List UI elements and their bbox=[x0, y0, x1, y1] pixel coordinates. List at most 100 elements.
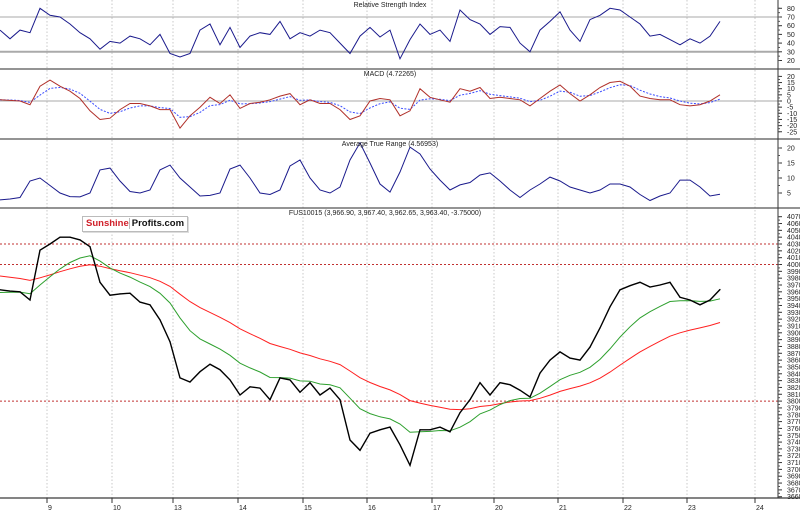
fast-moving-average-line bbox=[0, 255, 721, 433]
date-label: 16 bbox=[368, 505, 376, 512]
price-point bbox=[669, 281, 671, 283]
price-point bbox=[479, 382, 481, 384]
date-label: 21 bbox=[559, 505, 567, 512]
date-label: 14 bbox=[239, 505, 247, 512]
price-y-tick-label: 3870 bbox=[787, 351, 800, 358]
macd-y-tick-label: 15 bbox=[787, 80, 795, 87]
price-y-tick-label: 3930 bbox=[787, 310, 800, 317]
macd-signal-line bbox=[0, 84, 721, 118]
price-point bbox=[649, 286, 651, 288]
price-point bbox=[439, 426, 441, 428]
macd-title: MACD (4.72265) bbox=[364, 71, 417, 78]
macd-y-tick-label: -10 bbox=[787, 111, 797, 118]
price-y-tick-label: 3830 bbox=[787, 378, 800, 385]
price-point bbox=[49, 243, 51, 245]
price-line bbox=[0, 236, 721, 468]
price-y-tick-label: 3780 bbox=[787, 412, 800, 419]
price-y-tick-label: 3800 bbox=[787, 399, 800, 406]
price-y-tick-label: 3660 bbox=[787, 494, 800, 501]
price-y-tick-label: 3910 bbox=[787, 323, 800, 330]
price-point bbox=[539, 372, 541, 374]
price-point bbox=[19, 291, 21, 293]
price-point bbox=[589, 346, 591, 348]
price-point bbox=[239, 394, 241, 396]
price-y-tick-label: 3670 bbox=[787, 487, 800, 494]
price-point bbox=[39, 249, 41, 251]
date-label: 17 bbox=[433, 505, 441, 512]
price-point bbox=[499, 382, 501, 384]
rsi-y-tick-label: 50 bbox=[787, 32, 795, 39]
date-label: 15 bbox=[304, 505, 312, 512]
price-point bbox=[0, 289, 1, 291]
price-point bbox=[229, 379, 231, 381]
price-point bbox=[9, 290, 11, 292]
price-point bbox=[379, 429, 381, 431]
price-point bbox=[449, 431, 451, 433]
price-point bbox=[569, 357, 571, 359]
price-point bbox=[719, 288, 721, 291]
price-point bbox=[119, 293, 121, 295]
price-y-tick-label: 3690 bbox=[787, 474, 800, 481]
price-point bbox=[659, 284, 661, 286]
logo-part-2: Profits.com bbox=[128, 218, 185, 229]
price-point bbox=[509, 384, 511, 386]
macd-y-tick-label: 0 bbox=[787, 99, 791, 106]
price-y-tick-label: 3710 bbox=[787, 460, 800, 467]
rsi-y-tick-label: 80 bbox=[787, 6, 795, 13]
price-point bbox=[289, 379, 291, 381]
atr-y-tick-label: 20 bbox=[787, 146, 795, 153]
price-y-tick-label: 3750 bbox=[787, 433, 800, 440]
rsi-y-tick-label: 70 bbox=[787, 15, 795, 22]
price-point bbox=[189, 381, 191, 383]
macd-y-tick-label: 20 bbox=[787, 74, 795, 81]
price-point bbox=[319, 394, 321, 396]
price-point bbox=[489, 394, 491, 396]
price-point bbox=[129, 292, 131, 294]
price-point bbox=[69, 236, 71, 238]
rsi-y-tick-label: 20 bbox=[787, 58, 795, 65]
atr-y-tick-label: 5 bbox=[787, 191, 791, 198]
atr-line bbox=[0, 141, 721, 202]
price-y-tick-label: 4000 bbox=[787, 262, 800, 269]
price-point bbox=[209, 363, 211, 365]
price-y-tick-label: 3810 bbox=[787, 392, 800, 399]
price-point bbox=[689, 299, 691, 301]
date-label: 24 bbox=[756, 505, 764, 512]
price-point bbox=[519, 389, 521, 391]
price-point bbox=[219, 369, 221, 371]
macd-y-tick-label: 10 bbox=[787, 86, 795, 93]
date-label: 20 bbox=[495, 505, 503, 512]
price-y-tick-label: 3680 bbox=[787, 481, 800, 488]
price-point bbox=[699, 304, 701, 306]
price-point bbox=[109, 294, 111, 296]
price-point bbox=[629, 285, 631, 287]
price-y-tick-label: 3920 bbox=[787, 317, 800, 324]
rsi-title: Relative Strength Index bbox=[354, 2, 427, 9]
macd-y-tick-label: -15 bbox=[787, 117, 797, 124]
price-point bbox=[339, 399, 341, 401]
price-point bbox=[159, 319, 161, 321]
price-y-tick-label: 4020 bbox=[787, 248, 800, 255]
price-point bbox=[139, 301, 141, 303]
macd-y-tick-label: -25 bbox=[787, 129, 797, 136]
price-point bbox=[529, 396, 531, 398]
price-y-tick-label: 4060 bbox=[787, 221, 800, 228]
price-point bbox=[619, 289, 621, 291]
price-point bbox=[59, 236, 61, 238]
price-y-tick-label: 3820 bbox=[787, 385, 800, 392]
price-y-tick-label: 3860 bbox=[787, 358, 800, 365]
price-point bbox=[79, 239, 81, 241]
price-point bbox=[599, 327, 601, 329]
price-point bbox=[259, 387, 261, 389]
date-label: 9 bbox=[48, 505, 52, 512]
price-point bbox=[169, 341, 171, 343]
atr-y-tick-label: 10 bbox=[787, 176, 795, 183]
price-point bbox=[419, 429, 421, 431]
price-point bbox=[309, 382, 311, 384]
price-y-tick-label: 3940 bbox=[787, 303, 800, 310]
price-y-tick-label: 3990 bbox=[787, 269, 800, 276]
macd-y-tick-label: -5 bbox=[787, 105, 793, 112]
